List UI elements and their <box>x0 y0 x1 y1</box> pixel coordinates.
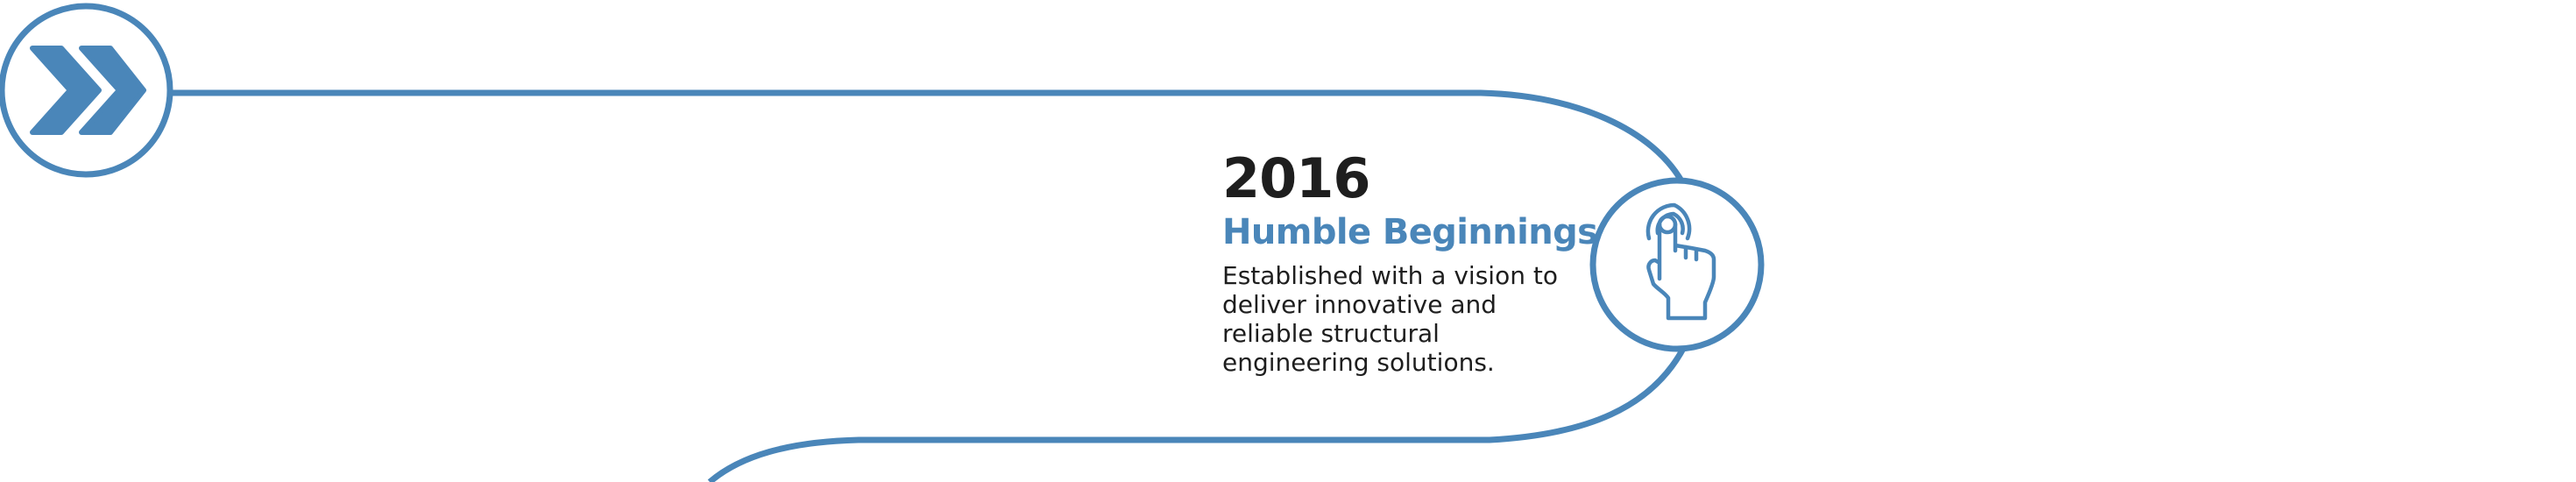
start-node <box>0 3 173 178</box>
touch-gesture-icon <box>1645 202 1716 321</box>
milestone-2016: 2016 Humble Beginnings Established with … <box>1222 146 1598 378</box>
milestone-year: 2016 <box>1222 146 1371 210</box>
milestone-node <box>1589 177 1765 352</box>
milestone-title: Humble Beginnings <box>1222 212 1598 252</box>
milestone-description: Established with a vision to deliver inn… <box>1222 261 1558 377</box>
timeline-connector-curve <box>707 345 1688 482</box>
timeline-connector-line <box>172 89 1686 184</box>
double-chevron-right-icon <box>30 46 146 135</box>
